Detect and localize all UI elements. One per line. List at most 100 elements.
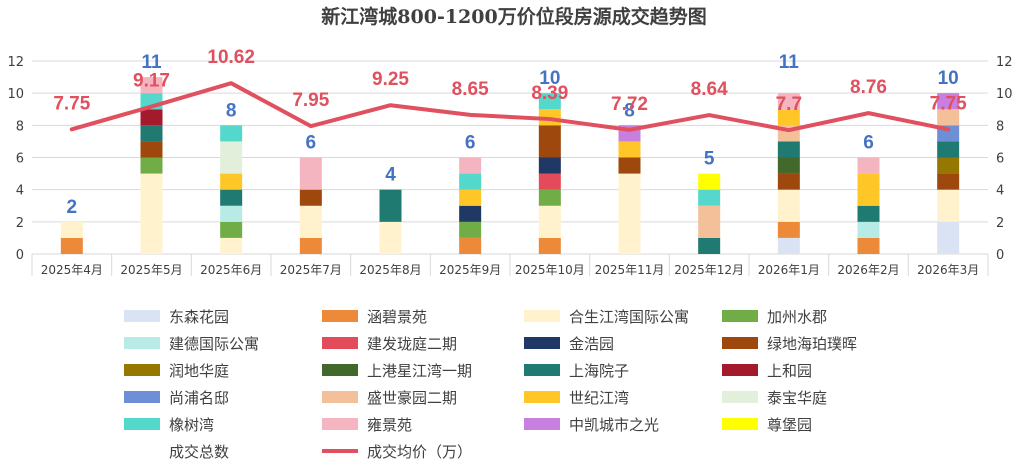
y-tick-left: 2	[16, 216, 24, 231]
legend-label: 合生江湾国际公寓	[569, 308, 689, 326]
legend-label: 上港星江湾一期	[367, 362, 472, 380]
bar-segment	[618, 141, 641, 158]
bar-segment	[299, 157, 322, 190]
legend-swatch	[322, 418, 358, 430]
bar-segment	[459, 173, 482, 190]
bar-segment	[618, 157, 641, 174]
bar-segment	[777, 173, 800, 190]
bar-segment	[299, 237, 322, 254]
bar-segment	[538, 205, 561, 238]
bar-segment	[140, 109, 163, 126]
legend-label: 上海院子	[569, 362, 629, 380]
legend-label: 成交总数	[169, 443, 229, 461]
total-label: 11	[779, 52, 800, 73]
bar-segment	[618, 173, 641, 254]
legend-swatch	[524, 391, 560, 403]
bar-segment	[60, 237, 83, 254]
bar-segment	[857, 205, 880, 222]
bar-segment	[379, 189, 402, 222]
x-tick-label: 2025年10月	[515, 263, 585, 277]
legend-swatch	[524, 337, 560, 349]
x-tick-label: 2026年3月	[917, 263, 979, 277]
total-label: 6	[306, 133, 317, 154]
bar-segment	[299, 205, 322, 238]
avg-price-label: 10.62	[207, 47, 255, 68]
legend-label: 涵碧景苑	[367, 308, 427, 326]
bar-segment	[698, 205, 721, 238]
bar-segment	[698, 237, 721, 254]
avg-price-label: 9.17	[133, 71, 170, 92]
bar-segment	[220, 205, 243, 222]
bar-segment	[459, 221, 482, 238]
bar-segment	[459, 189, 482, 206]
x-tick-label: 2026年2月	[837, 263, 899, 277]
bar-segment	[937, 173, 960, 190]
legend-label: 尚浦名邸	[169, 389, 229, 407]
bar-segment	[538, 173, 561, 190]
legend-swatch	[124, 364, 160, 376]
bar-segment	[538, 237, 561, 254]
bar-segment	[937, 157, 960, 174]
legend-label: 成交均价（万）	[367, 443, 472, 461]
bar-segment	[538, 93, 561, 110]
bar-segment	[140, 77, 163, 94]
avg-price-label: 7.75	[53, 93, 90, 114]
y-tick-right: 4	[996, 184, 1004, 199]
bar-segment	[937, 109, 960, 126]
bar-segment	[937, 93, 960, 110]
total-label: 11	[141, 52, 162, 73]
bar-segment	[220, 173, 243, 190]
bar-segment	[538, 157, 561, 174]
legend-label: 橡树湾	[169, 416, 214, 434]
bar-segment	[60, 221, 83, 238]
legend-label: 泰宝华庭	[767, 389, 827, 407]
avg-price-label: 8.39	[531, 83, 568, 104]
bar-segment	[220, 189, 243, 206]
legend-swatch	[124, 391, 160, 403]
bar-segment	[777, 189, 800, 222]
bar-segment	[459, 205, 482, 222]
x-tick-label: 2025年4月	[41, 263, 103, 277]
legend-label: 世纪江湾	[569, 389, 629, 407]
y-tick-right: 0	[996, 248, 1004, 263]
legend-swatch	[322, 364, 358, 376]
avg-price-label: 7.72	[611, 94, 648, 115]
y-tick-right: 2	[996, 216, 1004, 231]
bars-layer	[60, 77, 960, 254]
x-tick-label: 2025年11月	[595, 263, 665, 277]
chart-title: 新江湾城800-1200万价位段房源成交趋势图	[321, 5, 706, 28]
legend-label: 金浩园	[569, 335, 614, 353]
bar-segment	[698, 173, 721, 190]
y-tick-left: 10	[7, 87, 24, 102]
grid-layer	[32, 60, 988, 255]
total-label: 8	[624, 100, 635, 121]
x-tick-label: 2026年1月	[758, 263, 820, 277]
bar-segment	[777, 221, 800, 238]
bar-segment	[777, 109, 800, 126]
bar-segment	[459, 237, 482, 254]
x-tick-label: 2025年5月	[120, 263, 182, 277]
bar-segment	[379, 221, 402, 254]
y-tick-left: 8	[16, 119, 24, 134]
total-label: 6	[465, 133, 476, 154]
legend-label: 雍景苑	[367, 416, 412, 434]
bar-segment	[140, 141, 163, 158]
avg-price-label: 7.7	[776, 94, 802, 115]
axis-layer: 0 0 2 2 4 4 6 6 8 8 10 10 12 12 2025年4月 2025年5月 2025年6月 2…	[7, 55, 1012, 277]
bar-segment	[220, 125, 243, 142]
total-label: 2	[67, 197, 78, 218]
legend-swatch	[722, 310, 758, 322]
legend-swatch	[124, 337, 160, 349]
total-label: 10	[938, 68, 959, 89]
avg-price-label: 7.95	[292, 90, 329, 111]
legend-label: 东森花园	[169, 308, 229, 326]
y-tick-right: 10	[996, 87, 1013, 102]
y-tick-right: 8	[996, 119, 1004, 134]
labels-layer: 2 11 8 6 4 6 10 8 5 11 6 10 7.75 9.17 10.62 7.95 9.25 8.6…	[53, 47, 967, 218]
legend-label: 上和园	[767, 362, 812, 380]
legend-swatch	[524, 310, 560, 322]
bar-segment	[140, 173, 163, 254]
bar-segment	[857, 157, 880, 174]
legend-label: 中凯城市之光	[569, 416, 659, 434]
line-layer	[69, 81, 951, 133]
